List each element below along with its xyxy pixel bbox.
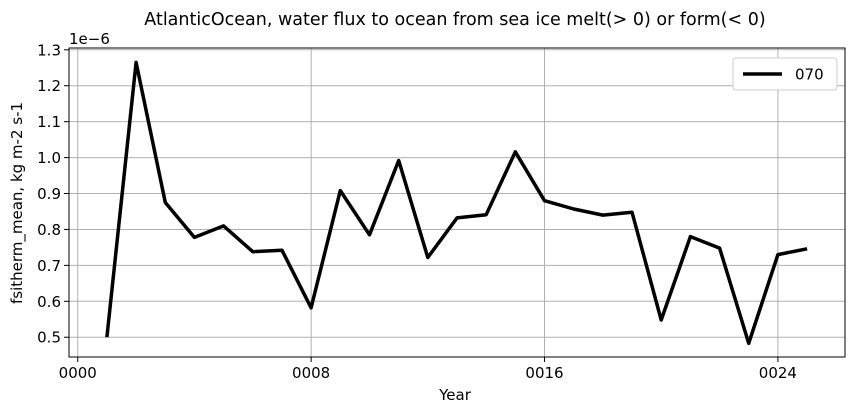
x-axis: 0000 0008 0016 0024 xyxy=(59,357,797,382)
x-tick-label: 0024 xyxy=(759,364,797,382)
legend: 070 xyxy=(732,57,838,91)
y-scale-offset: 1e−6 xyxy=(69,30,110,48)
series-layer xyxy=(105,60,808,346)
x-tick-label: 0008 xyxy=(292,364,330,382)
y-tick-label: 0.5 xyxy=(37,329,61,347)
series-line-070 xyxy=(105,60,808,346)
y-tick-label: 1.0 xyxy=(37,149,61,167)
y-tick-label: 1.1 xyxy=(37,113,61,131)
y-tick-label: 0.8 xyxy=(37,221,61,239)
chart-title: AtlanticOcean, water flux to ocean from … xyxy=(144,10,765,30)
y-axis-label: fsitherm_mean, kg m-2 s-1 xyxy=(8,102,27,304)
legend-label-070: 070 xyxy=(795,66,824,84)
y-tick-label: 0.9 xyxy=(37,185,61,203)
y-tick-label: 1.3 xyxy=(37,41,61,59)
y-tick-label: 0.7 xyxy=(37,257,61,275)
y-tick-label: 1.2 xyxy=(37,77,61,95)
plot-frame xyxy=(68,47,846,358)
x-axis-label: Year xyxy=(438,386,472,404)
y-tick-label: 0.6 xyxy=(37,293,61,311)
grid-lines xyxy=(69,48,845,357)
y-axis: 0.5 0.6 0.7 0.8 0.9 1.0 1.1 1.2 1.3 xyxy=(37,41,69,347)
x-tick-label: 0016 xyxy=(525,364,563,382)
legend-box xyxy=(732,57,838,91)
x-tick-label: 0000 xyxy=(59,364,97,382)
